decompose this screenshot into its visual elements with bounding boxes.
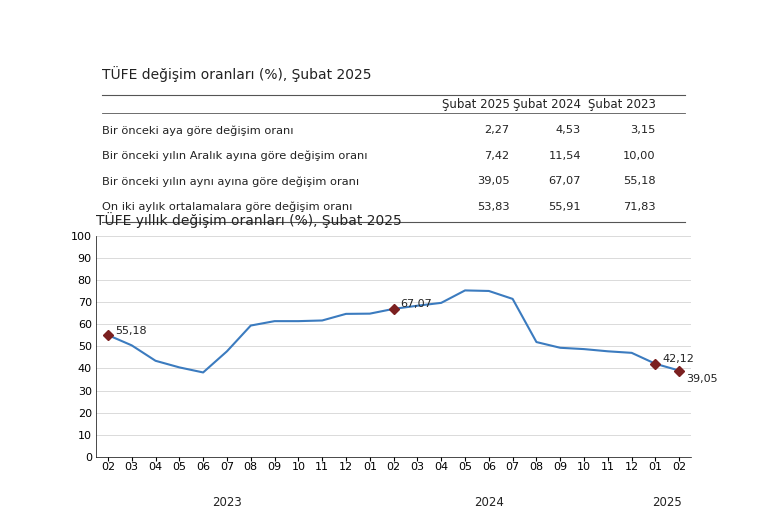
Text: Şubat 2024: Şubat 2024 xyxy=(513,98,581,111)
Text: 39,05: 39,05 xyxy=(687,374,718,384)
Text: 2025: 2025 xyxy=(653,496,682,509)
Text: 3,15: 3,15 xyxy=(630,125,656,135)
Text: 10,00: 10,00 xyxy=(623,151,656,161)
Text: 42,12: 42,12 xyxy=(663,354,694,364)
Text: Bir önceki yılın aynı ayına göre değişim oranı: Bir önceki yılın aynı ayına göre değişim… xyxy=(102,176,359,187)
Text: Şubat 2025: Şubat 2025 xyxy=(442,98,510,111)
Text: 55,18: 55,18 xyxy=(115,326,147,336)
Text: 55,18: 55,18 xyxy=(623,176,656,186)
Text: TÜFE değişim oranları (%), Şubat 2025: TÜFE değişim oranları (%), Şubat 2025 xyxy=(102,67,372,83)
Text: TÜFE yıllık değişim oranları (%), Şubat 2025: TÜFE yıllık değişim oranları (%), Şubat … xyxy=(96,212,402,228)
Text: 67,07: 67,07 xyxy=(548,176,581,186)
Text: 11,54: 11,54 xyxy=(548,151,581,161)
Text: 71,83: 71,83 xyxy=(623,202,656,212)
Text: Bir önceki aya göre değişim oranı: Bir önceki aya göre değişim oranı xyxy=(102,125,293,135)
Text: 55,91: 55,91 xyxy=(548,202,581,212)
Text: 53,83: 53,83 xyxy=(477,202,510,212)
Text: 39,05: 39,05 xyxy=(477,176,510,186)
Text: Şubat 2023: Şubat 2023 xyxy=(588,98,656,111)
Text: 7,42: 7,42 xyxy=(485,151,510,161)
Text: 2024: 2024 xyxy=(474,496,504,509)
Text: 2,27: 2,27 xyxy=(485,125,510,135)
Text: 67,07: 67,07 xyxy=(401,300,432,309)
Text: On iki aylık ortalamalara göre değişim oranı: On iki aylık ortalamalara göre değişim o… xyxy=(102,202,353,212)
Text: Bir önceki yılın Aralık ayına göre değişim oranı: Bir önceki yılın Aralık ayına göre değiş… xyxy=(102,151,367,161)
Text: 2023: 2023 xyxy=(212,496,242,509)
Text: 4,53: 4,53 xyxy=(556,125,581,135)
